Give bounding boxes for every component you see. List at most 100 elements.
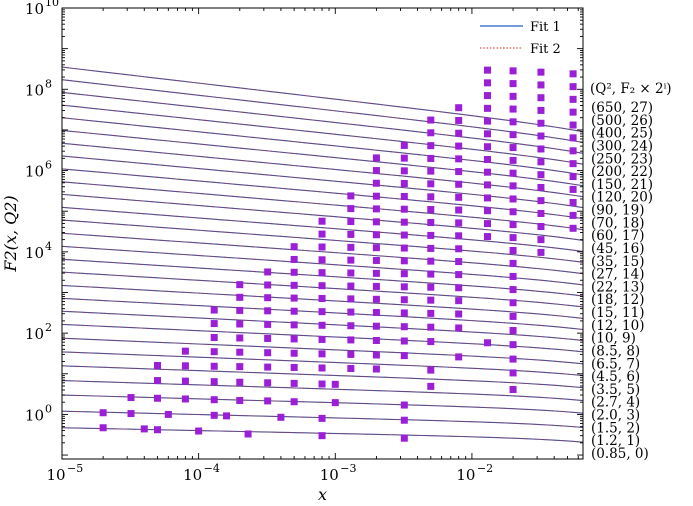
data-point xyxy=(455,232,463,240)
data-point xyxy=(290,255,298,263)
data-point xyxy=(290,398,298,406)
data-point xyxy=(264,379,272,387)
data-point xyxy=(372,167,380,175)
data-point xyxy=(427,382,435,390)
data-point xyxy=(509,386,517,394)
data-point xyxy=(537,248,545,256)
fit2-curve xyxy=(62,91,583,154)
fit2-curve xyxy=(62,181,583,231)
fit2-curve xyxy=(62,351,583,377)
data-point xyxy=(400,180,408,188)
data-point xyxy=(347,256,355,264)
data-point xyxy=(236,320,244,328)
data-point xyxy=(427,309,435,317)
data-point xyxy=(264,281,272,289)
data-point xyxy=(427,270,435,278)
data-point xyxy=(427,193,435,201)
data-point xyxy=(154,394,162,402)
data-point xyxy=(455,297,463,305)
data-point xyxy=(455,142,463,150)
data-point xyxy=(347,269,355,277)
data-point xyxy=(509,272,517,280)
data-point xyxy=(427,244,435,252)
data-point xyxy=(372,295,380,303)
data-point xyxy=(483,156,491,164)
bin-label: (4.5, 6) xyxy=(591,369,640,385)
data-point xyxy=(509,355,517,363)
data-point xyxy=(537,183,545,191)
data-point xyxy=(400,283,408,291)
data-point xyxy=(509,67,517,75)
fit2-curve xyxy=(62,337,583,365)
fit2-curve xyxy=(62,232,583,275)
data-point xyxy=(195,427,203,435)
bin-label: (3.5, 5) xyxy=(591,382,640,398)
data-point xyxy=(347,336,355,344)
data-point xyxy=(509,156,517,164)
bin-label: (200, 22) xyxy=(591,164,653,180)
data-point xyxy=(318,432,326,440)
data-point xyxy=(509,234,517,242)
data-point xyxy=(427,231,435,239)
data-point xyxy=(290,281,298,289)
data-point xyxy=(537,236,545,244)
x-tick-label: 10 xyxy=(46,466,65,484)
data-point xyxy=(372,192,380,200)
data-point xyxy=(264,349,272,357)
data-point xyxy=(400,309,408,317)
data-point xyxy=(372,322,380,330)
data-point xyxy=(181,362,189,370)
data-point xyxy=(509,221,517,229)
data-point xyxy=(455,155,463,163)
data-point xyxy=(372,282,380,290)
data-point xyxy=(483,143,491,151)
data-point xyxy=(427,154,435,162)
bin-label: (650, 27) xyxy=(591,100,653,116)
data-point xyxy=(318,269,326,277)
data-point xyxy=(537,223,545,231)
fit1-curve xyxy=(62,117,583,176)
x-tick-exponent: −4 xyxy=(204,462,220,475)
data-point xyxy=(427,142,435,150)
data-point xyxy=(264,307,272,315)
data-point xyxy=(372,256,380,264)
bin-label: (2.7, 4) xyxy=(591,395,640,411)
data-point xyxy=(400,193,408,201)
data-point xyxy=(318,414,326,422)
data-point xyxy=(372,336,380,344)
data-point xyxy=(400,141,408,149)
data-point xyxy=(569,185,577,193)
y-tick-exponent: 4 xyxy=(45,240,52,253)
data-point xyxy=(427,206,435,214)
plot-frame xyxy=(61,7,584,460)
data-point xyxy=(318,256,326,264)
data-point xyxy=(569,134,577,142)
bin-label: (60, 17) xyxy=(591,228,644,244)
data-point xyxy=(569,160,577,168)
bin-label: (150, 21) xyxy=(591,177,653,193)
data-point xyxy=(483,66,491,74)
data-point xyxy=(455,129,463,137)
data-point xyxy=(509,92,517,100)
data-point xyxy=(347,218,355,226)
data-point xyxy=(483,168,491,176)
x-tick-label: 10 xyxy=(456,466,475,484)
y-tick-exponent: 2 xyxy=(45,321,52,334)
bin-labels: (Q², F₂ × 2ⁱ) (650, 27)(500, 26)(400, 25)… xyxy=(590,81,672,462)
data-point xyxy=(483,79,491,87)
data-point xyxy=(509,341,517,349)
data-point xyxy=(236,348,244,356)
data-point xyxy=(99,424,107,432)
bin-label: (45, 16) xyxy=(591,241,644,257)
data-point xyxy=(236,293,244,301)
fit2-curve xyxy=(62,380,583,402)
x-tick-label: 10 xyxy=(320,466,339,484)
data-point xyxy=(210,348,218,356)
data-point xyxy=(244,430,252,438)
y-tick-exponent: 6 xyxy=(45,159,52,172)
data-point xyxy=(537,81,545,89)
data-point xyxy=(264,334,272,342)
fit1-curve xyxy=(62,104,583,165)
data-point xyxy=(569,121,577,129)
